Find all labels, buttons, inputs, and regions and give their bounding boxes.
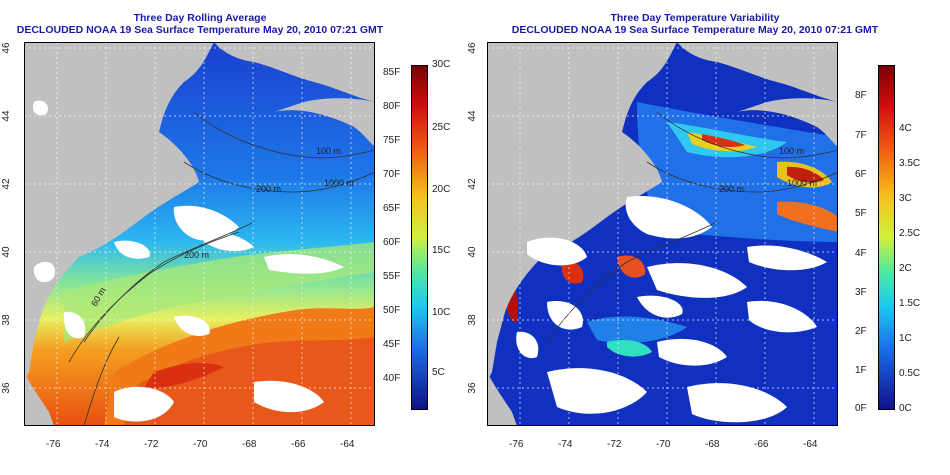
colorbar-label-c: 3.5C — [899, 158, 921, 169]
sst-variability-map: 100 m 200 m 1000 m — [487, 42, 838, 426]
lon-tick-label: -72 — [607, 439, 622, 450]
lat-tick-label: 36 — [1, 382, 12, 394]
lat-tick-label: 46 — [467, 42, 478, 54]
lon-tick-label: -76 — [509, 439, 524, 450]
colorbar-label-f: 3F — [855, 287, 867, 298]
colorbar-label-f: 5F — [855, 208, 867, 219]
colorbar-label-c: 5C — [432, 367, 445, 378]
colorbar-label-c: 20C — [432, 184, 451, 195]
colorbar-label-f: 1F — [855, 365, 867, 376]
lat-tick-label: 44 — [467, 110, 478, 122]
panel-subtitle: DECLOUDED NOAA 19 Sea Surface Temperatur… — [16, 24, 384, 36]
colorbar-label-f: 4F — [855, 248, 867, 259]
lon-tick-label: -70 — [193, 439, 208, 450]
contour-label: 200 m — [256, 184, 281, 194]
colorbar-label-f: 0F — [855, 403, 867, 414]
contour-label: 200 m — [184, 250, 209, 260]
colorbar-label-f: 6F — [855, 169, 867, 180]
sst-average-panel: Three Day Rolling Average DECLOUDED NOAA… — [1, 12, 451, 450]
contour-label: 1000 m — [787, 178, 817, 188]
colorbar-label-c: 2.5C — [899, 228, 921, 239]
lat-tick-label: 42 — [1, 178, 12, 190]
colorbar-label-c: 10C — [432, 307, 451, 318]
colorbar-label-f: 50F — [383, 305, 401, 316]
colorbar-label-c: 30C — [432, 59, 451, 70]
panel-subtitle: DECLOUDED NOAA 19 Sea Surface Temperatur… — [511, 24, 879, 36]
contour-label: 100 m — [316, 146, 341, 156]
lat-tick-label: 36 — [467, 382, 478, 394]
colorbar-label-c: 2C — [899, 263, 912, 274]
lon-tick-label: -66 — [754, 439, 769, 450]
colorbar-label-c: 25C — [432, 122, 451, 133]
colorbar-label-c: 0C — [899, 403, 912, 414]
lon-tick-label: -68 — [242, 439, 257, 450]
colorbar-label-f: 55F — [383, 271, 401, 282]
colorbar-label-f: 40F — [383, 373, 401, 384]
colorbar-label-c: 3C — [899, 193, 912, 204]
panel-title: Three Day Rolling Average — [133, 12, 267, 24]
colorbar-label-c: 15C — [432, 245, 451, 256]
colorbar-label-f: 70F — [383, 169, 401, 180]
lon-tick-label: -76 — [46, 439, 61, 450]
variability-colorbar — [878, 65, 895, 410]
colorbar-label-f: 2F — [855, 326, 867, 337]
contour-label: 1000 m — [324, 178, 354, 188]
lat-tick-label: 44 — [1, 110, 12, 122]
lat-tick-label: 42 — [467, 178, 478, 190]
contour-label: 200 m — [719, 184, 744, 194]
lat-tick-label: 38 — [467, 314, 478, 326]
colorbar-label-c: 0.5C — [899, 368, 921, 379]
colorbar-label-f: 45F — [383, 339, 401, 350]
sst-colorbar — [411, 65, 428, 410]
lat-tick-label: 38 — [1, 314, 12, 326]
lon-tick-label: -72 — [144, 439, 159, 450]
colorbar-label-f: 60F — [383, 237, 401, 248]
lat-tick-label: 46 — [1, 42, 12, 54]
colorbar-label-c: 4C — [899, 123, 912, 134]
contour-label: 100 m — [779, 146, 804, 156]
lat-tick-label: 40 — [1, 246, 12, 258]
lon-tick-label: -70 — [656, 439, 671, 450]
colorbar-label-f: 85F — [383, 67, 401, 78]
colorbar-label-f: 65F — [383, 203, 401, 214]
colorbar-label-f: 7F — [855, 130, 867, 141]
colorbar-label-f: 80F — [383, 101, 401, 112]
colorbar-label-f: 8F — [855, 90, 867, 101]
colorbar-label-c: 1C — [899, 333, 912, 344]
lon-tick-label: -74 — [95, 439, 110, 450]
lon-tick-label: -68 — [705, 439, 720, 450]
panel-title: Three Day Temperature Variability — [610, 12, 780, 24]
lon-tick-label: -66 — [291, 439, 306, 450]
sst-variability-panel: Three Day Temperature Variability DECLOU… — [467, 0, 950, 475]
lat-tick-label: 40 — [467, 246, 478, 258]
lon-tick-label: -74 — [558, 439, 573, 450]
lon-tick-label: -64 — [803, 439, 818, 450]
sst-average-map: 100 m 200 m 1000 m 200 m 60 m — [24, 42, 375, 426]
lon-tick-label: -64 — [340, 439, 355, 450]
colorbar-label-c: 1.5C — [899, 298, 921, 309]
colorbar-label-f: 75F — [383, 135, 401, 146]
